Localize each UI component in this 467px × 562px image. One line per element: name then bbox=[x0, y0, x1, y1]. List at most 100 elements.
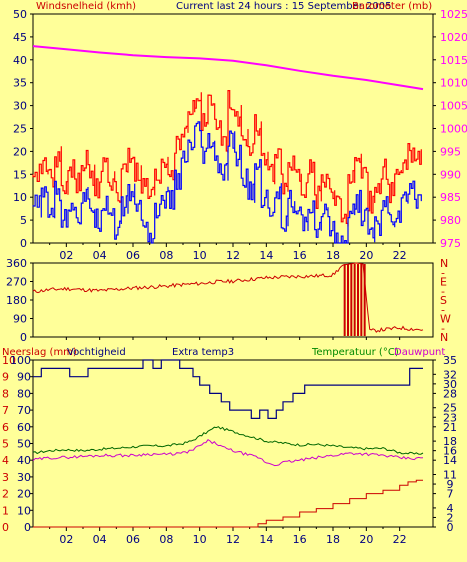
x-tick-label: 08 bbox=[159, 533, 173, 546]
y-tick-label: 360 bbox=[6, 257, 27, 270]
gust-series bbox=[32, 90, 422, 227]
y-tick-label: 35 bbox=[13, 77, 27, 90]
direction-series bbox=[32, 262, 424, 333]
compass-divider: - bbox=[441, 266, 445, 279]
x-tick-label: 10 bbox=[193, 249, 207, 262]
temperature-tick-label: 23 bbox=[443, 411, 457, 424]
y-tick-label: 5 bbox=[20, 214, 27, 227]
x-tick-label: 04 bbox=[93, 533, 107, 546]
dewpoint-series bbox=[32, 439, 424, 467]
x-tick-label: 06 bbox=[126, 249, 140, 262]
y-right-tick-label: 985 bbox=[440, 191, 461, 204]
humidity-tick-label: 30 bbox=[17, 471, 31, 484]
x-tick-label: 18 bbox=[326, 249, 340, 262]
y-tick-label: 0 bbox=[20, 331, 27, 344]
compass-divider: - bbox=[441, 303, 445, 316]
rain-tick-label: 1 bbox=[2, 504, 9, 517]
x-tick-label: 20 bbox=[359, 533, 373, 546]
humidity-tick-label: 20 bbox=[17, 488, 31, 501]
x-tick-label: 16 bbox=[293, 249, 307, 262]
x-tick-label: 08 bbox=[159, 249, 173, 262]
humidity-tick-label: 80 bbox=[17, 387, 31, 400]
y-tick-label: 0 bbox=[20, 237, 27, 250]
y-right-tick-label: 1010 bbox=[440, 77, 467, 90]
x-tick-label: 06 bbox=[126, 533, 140, 546]
x-tick-label: 14 bbox=[259, 533, 273, 546]
compass-divider: - bbox=[441, 285, 445, 298]
humidity-tick-label: 90 bbox=[17, 371, 31, 384]
humidity-tick-label: 100 bbox=[10, 354, 31, 367]
x-tick-label: 12 bbox=[226, 249, 240, 262]
y-tick-label: 25 bbox=[13, 123, 27, 136]
temperature-tick-label: 35 bbox=[443, 354, 457, 367]
humidity-tick-label: 50 bbox=[17, 438, 31, 451]
rain-tick-label: 7 bbox=[2, 404, 9, 417]
compass-label: W bbox=[440, 313, 451, 326]
y-right-tick-label: 980 bbox=[440, 214, 461, 227]
temperature-tick-label: 21 bbox=[443, 421, 457, 434]
x-tick-label: 02 bbox=[59, 533, 73, 546]
barometer-series bbox=[32, 45, 424, 91]
y-tick-label: 90 bbox=[13, 313, 27, 326]
wind-speed-title: Windsnelheid (kmh) bbox=[36, 1, 136, 12]
temperature-tick-label: 28 bbox=[443, 387, 457, 400]
chart-marks: 0510152025303540455097598098599099510001… bbox=[2, 8, 467, 546]
temperature-tick-label: 9 bbox=[447, 478, 454, 491]
chart-title: Current last 24 hours : 15 September 200… bbox=[176, 1, 392, 12]
humidity-series bbox=[33, 359, 423, 419]
temperature-tick-label: 0 bbox=[447, 521, 454, 534]
humidity-axis-title: Vochtigheid bbox=[67, 347, 126, 358]
rain-tick-label: 6 bbox=[2, 421, 9, 434]
y-right-tick-label: 1005 bbox=[440, 100, 467, 113]
humidity-tick-label: 60 bbox=[17, 421, 31, 434]
temperature-tick-label: 4 bbox=[447, 502, 454, 515]
x-tick-label: 02 bbox=[59, 249, 73, 262]
temperature-tick-label: 18 bbox=[443, 435, 457, 448]
x-tick-label: 20 bbox=[359, 249, 373, 262]
y-tick-label: 30 bbox=[13, 100, 27, 113]
rain-tick-label: 9 bbox=[2, 371, 9, 384]
y-tick-label: 40 bbox=[13, 54, 27, 67]
y-right-tick-label: 995 bbox=[440, 145, 461, 158]
x-tick-label: 22 bbox=[393, 533, 407, 546]
humidity-tick-label: 40 bbox=[17, 454, 31, 467]
temperature-axis-title: Temperatuur (°C) bbox=[311, 347, 399, 358]
dewpoint-axis-title: Dauwpunt bbox=[394, 347, 445, 358]
y-tick-label: 50 bbox=[13, 8, 27, 21]
x-tick-label: 10 bbox=[193, 533, 207, 546]
compass-label: N bbox=[440, 257, 448, 270]
humidity-tick-label: 70 bbox=[17, 404, 31, 417]
y-tick-label: 180 bbox=[6, 294, 27, 307]
x-tick-label: 12 bbox=[226, 533, 240, 546]
y-right-tick-label: 1020 bbox=[440, 31, 467, 44]
rain-tick-label: 5 bbox=[2, 438, 9, 451]
temperature-tick-label: 25 bbox=[443, 402, 457, 415]
y-right-tick-label: 1015 bbox=[440, 54, 467, 67]
y-tick-label: 10 bbox=[13, 191, 27, 204]
y-tick-label: 15 bbox=[13, 168, 27, 181]
x-tick-label: 18 bbox=[326, 533, 340, 546]
extra-temp-label: Extra temp3 bbox=[172, 347, 234, 358]
temperature-tick-label: 2 bbox=[447, 511, 454, 524]
wind-avg-series bbox=[32, 121, 422, 244]
y-tick-label: 20 bbox=[13, 145, 27, 158]
temperature-tick-label: 32 bbox=[443, 368, 457, 381]
rain-tick-label: 0 bbox=[2, 521, 9, 534]
rain-series bbox=[33, 479, 423, 528]
rain-tick-label: 8 bbox=[2, 387, 9, 400]
temperature-tick-label: 16 bbox=[443, 445, 457, 458]
temperature-series bbox=[32, 426, 424, 455]
rain-tick-label: 10 bbox=[2, 354, 16, 367]
barometer-title: Barometer (mb) bbox=[352, 1, 432, 12]
y-right-tick-label: 990 bbox=[440, 168, 461, 181]
y-right-tick-label: 975 bbox=[440, 237, 461, 250]
temperature-tick-label: 14 bbox=[443, 454, 457, 467]
x-tick-label: 14 bbox=[259, 249, 273, 262]
x-tick-label: 04 bbox=[93, 249, 107, 262]
temperature-tick-label: 11 bbox=[443, 469, 457, 482]
y-tick-label: 270 bbox=[6, 276, 27, 289]
compass-divider: - bbox=[441, 322, 445, 335]
